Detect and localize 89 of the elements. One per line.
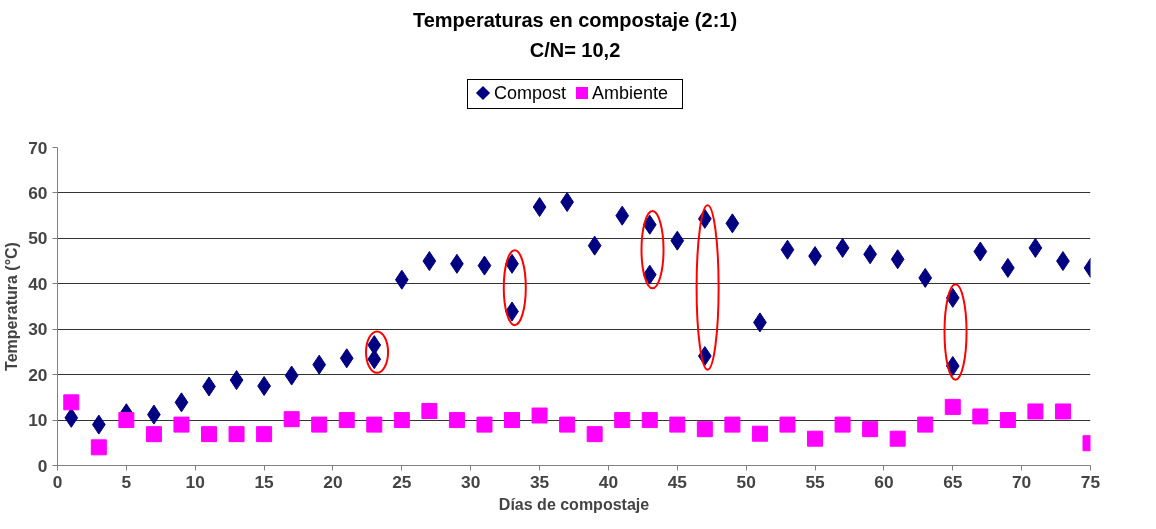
point — [641, 412, 658, 429]
point — [918, 267, 933, 288]
point — [118, 412, 135, 429]
point — [284, 365, 299, 386]
point — [63, 394, 80, 411]
x-tick-label: 15 — [254, 471, 275, 492]
point — [257, 376, 271, 396]
x-tick-label: 50 — [736, 471, 756, 492]
x-tick-label: 75 — [1080, 471, 1101, 492]
point — [421, 402, 438, 419]
x-tick-label: 65 — [943, 471, 963, 492]
point — [807, 430, 824, 447]
x-tick-label: 45 — [667, 471, 688, 492]
point — [1054, 403, 1071, 420]
point — [531, 407, 548, 424]
point — [229, 370, 244, 391]
x-tick-label: 10 — [185, 471, 205, 492]
point — [256, 426, 273, 443]
point — [944, 398, 961, 415]
point — [751, 425, 768, 442]
point — [559, 416, 576, 433]
legend-label: Compost — [493, 83, 566, 103]
chart-title: Temperaturas en compostaje (2:1) — [411, 8, 739, 33]
point — [312, 354, 327, 375]
point — [586, 426, 603, 443]
point — [917, 416, 934, 433]
y-tick-label: 60 — [28, 182, 48, 203]
point — [835, 237, 850, 258]
x-tick-label: 40 — [598, 471, 619, 492]
point — [972, 408, 989, 425]
point — [890, 249, 905, 270]
y-tick-label: 50 — [28, 228, 48, 249]
point — [228, 426, 245, 443]
point — [696, 421, 713, 438]
point — [973, 241, 988, 262]
point — [889, 430, 906, 447]
point — [311, 416, 328, 433]
x-axis-title: Días de compostaje — [498, 495, 650, 513]
point — [448, 412, 465, 429]
point — [1027, 403, 1044, 420]
point — [1028, 237, 1043, 258]
point — [477, 255, 492, 276]
point — [339, 348, 354, 369]
point — [283, 411, 300, 428]
point — [90, 439, 107, 456]
point — [587, 235, 602, 256]
point — [999, 412, 1016, 429]
x-tick-label: 55 — [805, 471, 826, 492]
point — [725, 213, 740, 234]
legend-label: Ambiente — [591, 83, 669, 103]
point — [669, 416, 686, 433]
point — [504, 412, 521, 429]
point — [862, 421, 879, 438]
x-tick-label: 5 — [121, 471, 132, 492]
point — [393, 412, 410, 429]
point — [338, 412, 355, 429]
point — [834, 416, 851, 433]
x-tick-label: 25 — [392, 471, 412, 492]
y-axis-title: Temperatura (°C) — [3, 242, 21, 371]
point — [173, 416, 190, 433]
y-tick-label: 10 — [28, 410, 48, 431]
y-tick-label: 30 — [28, 319, 48, 340]
point — [201, 426, 218, 443]
point — [476, 416, 493, 433]
x-tick-label: 35 — [529, 471, 550, 492]
point — [724, 416, 741, 433]
x-tick-label: 70 — [1012, 471, 1032, 492]
point — [780, 239, 795, 260]
y-tick-label: 0 — [37, 455, 48, 476]
point — [614, 412, 631, 429]
y-tick-label: 70 — [28, 137, 48, 158]
point — [642, 214, 657, 235]
x-tick-label: 30 — [461, 471, 481, 492]
x-tick-label: 20 — [323, 471, 343, 492]
point — [615, 205, 630, 226]
x-tick-label: 60 — [874, 471, 894, 492]
point — [174, 392, 189, 413]
point — [642, 264, 657, 285]
chart-subtitle: C/N= 10,2 — [528, 38, 622, 63]
point — [145, 426, 162, 443]
x-tick-label: 0 — [52, 471, 63, 492]
point — [91, 414, 106, 435]
point — [779, 416, 796, 433]
point — [422, 251, 437, 272]
y-tick-label: 20 — [28, 364, 48, 385]
point — [670, 230, 685, 251]
y-tick-label: 40 — [28, 273, 48, 294]
point — [366, 416, 383, 433]
point — [532, 197, 547, 218]
